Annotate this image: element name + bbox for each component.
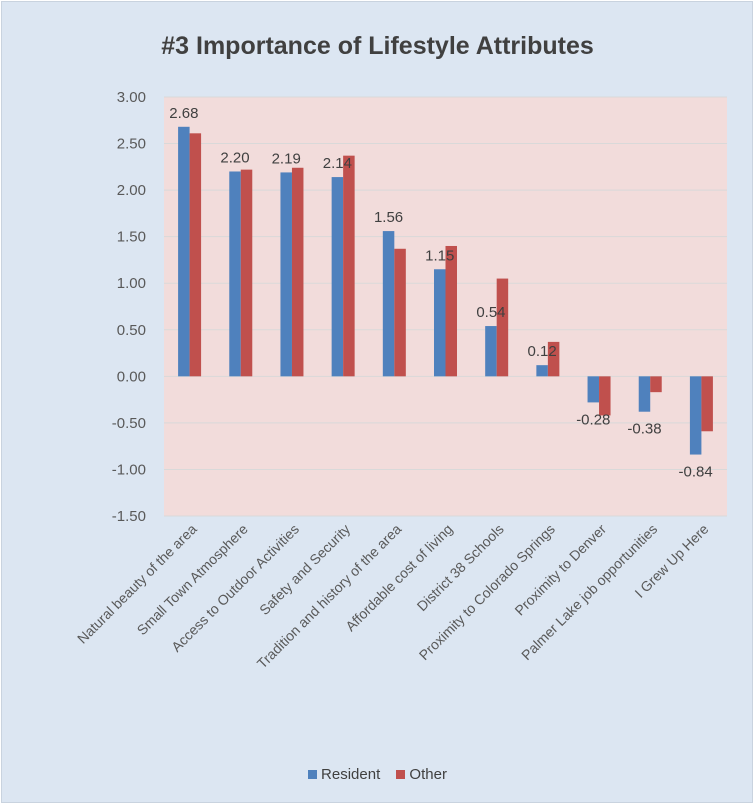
data-label: 0.12 (528, 343, 557, 360)
bar-other (445, 245, 457, 377)
gridlines (164, 96, 727, 517)
bar-resident (485, 326, 497, 377)
y-tick-label: 3.00 (117, 89, 146, 106)
legend-label-other: Other (409, 766, 447, 783)
bar-resident (178, 126, 190, 377)
bar-other (701, 376, 713, 432)
legend-item-resident: Resident (308, 766, 380, 783)
bar-resident (434, 269, 446, 377)
bar-resident (587, 376, 600, 403)
bar-other (394, 248, 406, 377)
data-labels: 2.68 2.20 2.19 2.14 1.56 1.15 0.54 0.12 -0.28 -0.… (169, 105, 713, 481)
data-label: -0.38 (627, 421, 661, 438)
data-label: 2.20 (220, 149, 249, 166)
y-tick-label: 0.00 (117, 368, 146, 385)
data-label: 1.15 (425, 247, 454, 264)
legend-swatch-resident (308, 770, 318, 779)
bar-resident (331, 177, 344, 377)
y-axis: 3.00 2.50 2.00 1.50 1.00 0.50 0.00 -0.50 -1.00 -1… (112, 89, 146, 525)
bar-other (240, 169, 253, 377)
legend-swatch-other (396, 770, 406, 779)
bar-resident (280, 172, 292, 377)
y-tick-label: 1.50 (117, 229, 146, 246)
data-label: 1.56 (374, 209, 403, 226)
legend-label-resident: Resident (321, 766, 381, 783)
y-tick-label: 2.50 (117, 136, 146, 153)
bar-other (189, 133, 202, 377)
bar-other (343, 155, 355, 377)
bar-resident (229, 171, 241, 377)
bar-resident (689, 376, 702, 455)
bar-resident (382, 231, 395, 377)
x-category-label: District 38 Schools (414, 521, 507, 614)
bar-resident (638, 376, 651, 412)
data-label: 2.19 (272, 150, 301, 167)
y-tick-label: 0.50 (117, 322, 146, 339)
y-tick-label: 1.00 (117, 275, 146, 292)
bar-resident (536, 365, 548, 377)
y-tick-label: 2.00 (117, 182, 146, 199)
y-tick-label: -1.00 (112, 461, 146, 478)
bar-other (291, 167, 304, 377)
bar-other (496, 278, 509, 377)
bars (178, 126, 713, 455)
y-tick-label: -1.50 (112, 508, 146, 525)
bar-other (599, 376, 611, 416)
data-label: 0.54 (476, 304, 505, 321)
data-label: 2.68 (169, 105, 198, 122)
data-label: -0.28 (576, 411, 610, 428)
bar-other (650, 376, 662, 393)
data-label: -0.84 (679, 464, 713, 481)
bar-other (547, 341, 560, 377)
x-category-label: Proximity to Denver (511, 521, 609, 619)
x-category-label: Safety and Security (256, 521, 353, 618)
y-tick-label: -0.50 (112, 415, 146, 432)
legend-item-other: Other (396, 766, 447, 783)
data-label: 2.14 (323, 155, 352, 172)
legend: Resident Other (0, 766, 755, 783)
chart-title: #3 Importance of Lifestyle Attributes (161, 32, 594, 60)
